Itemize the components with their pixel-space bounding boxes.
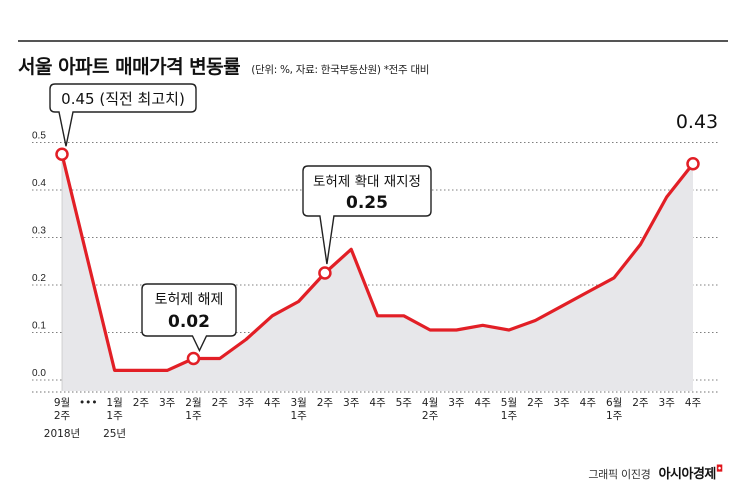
x-tick-label: 4주 — [264, 397, 281, 409]
x-tick-label: 1월 — [106, 397, 122, 409]
footer: 그래픽 이진경 아시아경제◘ — [588, 463, 723, 482]
publisher-brand: 아시아경제 — [658, 467, 717, 482]
x-tick-label: 2주 — [212, 397, 229, 409]
year-label: 2018년 — [44, 428, 80, 440]
y-tick-label: 0.2 — [32, 273, 46, 284]
data-point-marker — [686, 157, 700, 171]
chart-header: 서울 아파트 매매가격 변동률 (단위: %, 자료: 한국부동산원) *전주 … — [18, 52, 429, 79]
x-tick-label: 4주 — [685, 397, 702, 409]
data-point-marker — [55, 147, 69, 161]
x-tick-label: 1주 — [290, 410, 307, 422]
y-tick-label: 0.0 — [32, 368, 46, 379]
x-tick-label: 2주 — [54, 410, 71, 422]
x-tick-label: 2주 — [422, 410, 439, 422]
x-tick-label: 1주 — [185, 410, 202, 422]
x-tick-label: 5주 — [396, 397, 413, 409]
x-tick-label: 4월 — [422, 397, 438, 409]
top-rule — [18, 40, 728, 42]
y-tick-label: 0.4 — [32, 178, 46, 189]
chart-title: 서울 아파트 매매가격 변동률 — [18, 56, 241, 78]
x-tick-label: 1주 — [606, 410, 623, 422]
x-tick-label: 1주 — [106, 410, 123, 422]
x-tick-label: 2월 — [185, 397, 201, 409]
callout-label: 토허제 확대 재지정 — [313, 174, 421, 190]
data-point-marker — [186, 351, 201, 366]
chart-subtitle: (단위: %, 자료: 한국부동산원) *전주 대비 — [251, 64, 430, 76]
callout-value: 0.25 — [346, 193, 388, 213]
callout-value: 0.02 — [168, 312, 210, 332]
x-tick-label: 4주 — [369, 397, 386, 409]
x-tick-label: 3주 — [159, 397, 176, 409]
x-tick-label: 2주 — [527, 397, 544, 409]
x-tick-label: 4주 — [580, 397, 597, 409]
y-tick-label: 0.5 — [32, 131, 46, 142]
x-tick-label: 5월 — [501, 397, 517, 409]
x-tick-label: 2주 — [317, 397, 334, 409]
year-label: 25년 — [103, 428, 126, 440]
area-fill — [62, 154, 693, 391]
y-tick-label: 0.3 — [32, 226, 46, 237]
callout-box — [302, 165, 432, 265]
x-tick-label: 3주 — [343, 397, 360, 409]
x-tick-label: 6월 — [606, 397, 622, 409]
x-tick-label: ••• — [79, 397, 98, 409]
callout-box — [141, 283, 237, 353]
brand-logo-icon: ◘ — [715, 464, 723, 475]
callout-label: 토허제 해제 — [155, 292, 224, 308]
data-label: 0.43 — [676, 111, 718, 133]
graphic-credit: 그래픽 이진경 — [588, 468, 651, 481]
x-tick-label: 3주 — [659, 397, 676, 409]
x-tick-label: 3월 — [290, 397, 306, 409]
x-tick-label: 2주 — [632, 397, 649, 409]
x-tick-label: 3주 — [448, 397, 465, 409]
data-point-marker — [318, 266, 332, 280]
x-tick-label: 3주 — [553, 397, 570, 409]
callout-label: 0.45 (직전 최고치) — [61, 90, 185, 108]
x-tick-label: 2주 — [133, 397, 150, 409]
callout-box — [49, 83, 197, 147]
x-tick-label: 3주 — [238, 397, 255, 409]
x-tick-label: 9월 — [54, 397, 70, 409]
x-tick-label: 4주 — [474, 397, 491, 409]
x-tick-label: 1주 — [501, 410, 518, 422]
y-tick-label: 0.1 — [32, 321, 46, 332]
